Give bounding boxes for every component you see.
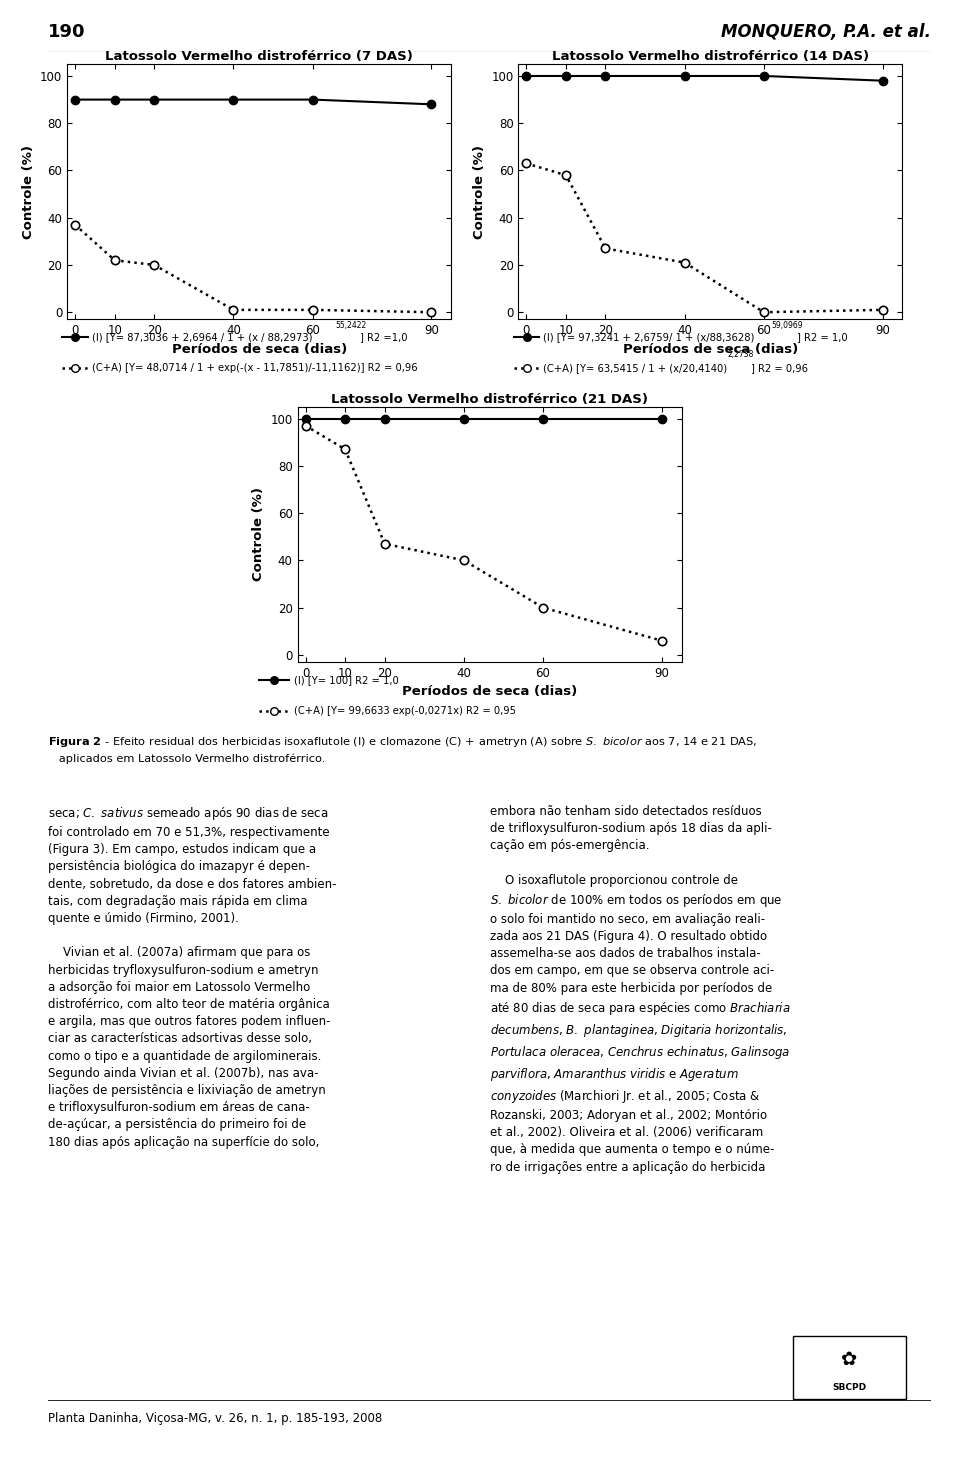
X-axis label: Períodos de seca (dias): Períodos de seca (dias) xyxy=(402,685,577,698)
Text: ✿: ✿ xyxy=(841,1350,858,1369)
Y-axis label: Controle (%): Controle (%) xyxy=(252,487,265,582)
Text: ] R2 = 0,96: ] R2 = 0,96 xyxy=(752,363,808,373)
Text: (I) [Y= 97,3241 + 2,6759/ 1 + (x/88,3628): (I) [Y= 97,3241 + 2,6759/ 1 + (x/88,3628… xyxy=(543,332,755,343)
Text: seca; $\mathit{C.\ sativus}$ semeado após 90 dias de seca
foi controlado em 70 e: seca; $\mathit{C.\ sativus}$ semeado apó… xyxy=(48,805,337,1149)
X-axis label: Períodos de seca (dias): Períodos de seca (dias) xyxy=(172,343,347,356)
Text: Planta Daninha, Viçosa-MG, v. 26, n. 1, p. 185-193, 2008: Planta Daninha, Viçosa-MG, v. 26, n. 1, … xyxy=(48,1411,382,1424)
Text: $\mathbf{Figura\ 2}$ - Efeito residual dos herbicidas isoxaflutole (I) e clomazo: $\mathbf{Figura\ 2}$ - Efeito residual d… xyxy=(48,735,757,764)
Y-axis label: Controle (%): Controle (%) xyxy=(472,144,486,239)
Text: 190: 190 xyxy=(48,23,85,41)
Text: 59,0969: 59,0969 xyxy=(772,321,803,330)
Text: 55,2422: 55,2422 xyxy=(335,321,367,330)
Text: (I) [Y= 87,3036 + 2,6964 / 1 + (x / 88,2973): (I) [Y= 87,3036 + 2,6964 / 1 + (x / 88,2… xyxy=(92,332,312,343)
Text: (I) [Y= 100] R2 = 1,0: (I) [Y= 100] R2 = 1,0 xyxy=(294,675,398,685)
Text: ] R2 =1,0: ] R2 =1,0 xyxy=(360,332,407,343)
Text: (C+A) [Y= 48,0714 / 1 + exp(-(x - 11,7851)/-11,1162)] R2 = 0,96: (C+A) [Y= 48,0714 / 1 + exp(-(x - 11,785… xyxy=(92,363,418,373)
Title: Latossolo Vermelho distroférrico (14 DAS): Latossolo Vermelho distroférrico (14 DAS… xyxy=(552,50,869,63)
Text: SBCPD: SBCPD xyxy=(832,1382,867,1392)
Y-axis label: Controle (%): Controle (%) xyxy=(21,144,35,239)
Text: ] R2 = 1,0: ] R2 = 1,0 xyxy=(797,332,848,343)
Text: (C+A) [Y= 99,6633 exp(-0,0271x) R2 = 0,95: (C+A) [Y= 99,6633 exp(-0,0271x) R2 = 0,9… xyxy=(294,706,516,716)
Text: MONQUERO, P.A. et al.: MONQUERO, P.A. et al. xyxy=(721,23,931,41)
X-axis label: Períodos de seca (dias): Períodos de seca (dias) xyxy=(623,343,798,356)
Text: (C+A) [Y= 63,5415 / 1 + (x/20,4140): (C+A) [Y= 63,5415 / 1 + (x/20,4140) xyxy=(543,363,728,373)
Text: embora não tenham sido detectados resíduos
de trifloxysulfuron-sodium após 18 di: embora não tenham sido detectados resídu… xyxy=(490,805,790,1174)
Title: Latossolo Vermelho distroférrico (21 DAS): Latossolo Vermelho distroférrico (21 DAS… xyxy=(331,392,648,405)
Text: 2,2738: 2,2738 xyxy=(728,350,754,360)
Title: Latossolo Vermelho distroférrico (7 DAS): Latossolo Vermelho distroférrico (7 DAS) xyxy=(106,50,413,63)
